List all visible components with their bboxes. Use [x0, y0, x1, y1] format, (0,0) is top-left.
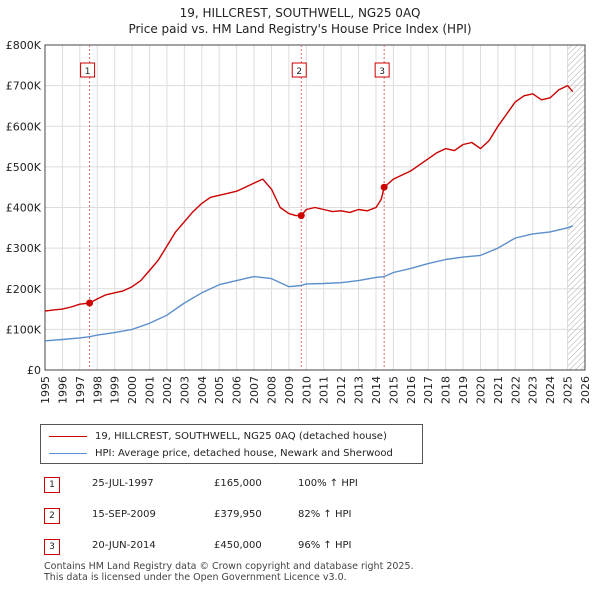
- legend-label-hpi: HPI: Average price, detached house, Newa…: [95, 447, 393, 459]
- sale-number-label: 3: [379, 67, 385, 77]
- x-tick-label: 2022: [509, 376, 522, 404]
- y-tick-label: £200K: [6, 283, 42, 296]
- transaction-price: £450,000: [214, 540, 262, 551]
- transaction-date: 15-SEP-2009: [92, 509, 156, 520]
- plot-frame: [44, 44, 586, 371]
- transaction-number: 3: [44, 539, 60, 555]
- sale-point: [380, 183, 388, 191]
- x-tick-label: 2004: [196, 376, 209, 404]
- x-tick-label: 2019: [457, 376, 470, 404]
- transaction-row: 1 25-JUL-1997 £165,000 100% ↑ HPI: [0, 477, 600, 495]
- x-tick-label: 2017: [422, 376, 435, 404]
- transaction-date: 20-JUN-2014: [92, 540, 156, 551]
- x-tick-label: 2023: [527, 376, 540, 404]
- x-tick-label: 2006: [231, 376, 244, 404]
- footer-licence: This data is licensed under the Open Gov…: [44, 572, 347, 583]
- x-tick-label: 2015: [387, 376, 400, 404]
- future-hatch-region: [567, 45, 585, 370]
- y-tick-label: £0: [27, 364, 41, 377]
- y-tick-label: £600K: [6, 120, 42, 133]
- legend: 19, HILLCREST, SOUTHWELL, NG25 0AQ (deta…: [40, 424, 423, 464]
- legend-label-property: 19, HILLCREST, SOUTHWELL, NG25 0AQ (deta…: [95, 430, 387, 442]
- x-tick-label: 2021: [492, 376, 505, 404]
- x-tick-label: 1997: [74, 376, 87, 404]
- x-tick-label: 2012: [335, 376, 348, 404]
- x-tick-label: 2003: [178, 376, 191, 404]
- sale-number-box: [80, 62, 96, 78]
- sale-number-label: 1: [85, 67, 91, 77]
- sale-number-box: [291, 62, 307, 78]
- x-tick-label: 2010: [300, 376, 313, 404]
- x-tick-label: 2005: [213, 376, 226, 404]
- property-price-line: [44, 84, 574, 312]
- footer: Contains HM Land Registry data © Crown c…: [44, 561, 414, 583]
- sale-number-label: 2: [296, 67, 302, 77]
- price-chart: £0 £100K £200K £300K £400K £500K £600K £700K £80…: [6, 39, 592, 404]
- x-tick-label: 2016: [405, 376, 418, 404]
- transaction-price: £379,950: [214, 509, 262, 520]
- y-tick-label: £700K: [6, 80, 42, 93]
- transaction-hpi-change: 100% ↑ HPI: [298, 478, 358, 489]
- x-tick-label: 2026: [579, 376, 592, 404]
- x-tick-label: 2000: [126, 376, 139, 404]
- sale-point: [297, 212, 305, 220]
- chart-title: 19, HILLCREST, SOUTHWELL, NG25 0AQ: [179, 6, 421, 20]
- x-tick-label: 2008: [265, 376, 278, 404]
- transaction-row: 3 20-JUN-2014 £450,000 96% ↑ HPI: [0, 539, 600, 557]
- x-tick-label: 2001: [144, 376, 157, 404]
- x-tick-label: 2007: [248, 376, 261, 404]
- footer-copyright: Contains HM Land Registry data © Crown c…: [44, 561, 414, 572]
- x-tick-label: 2009: [283, 376, 296, 404]
- hpi-line: [44, 225, 574, 342]
- transaction-date: 25-JUL-1997: [92, 478, 154, 489]
- transaction-price: £165,000: [214, 478, 262, 489]
- x-tick-label: 2018: [440, 376, 453, 404]
- transaction-hpi-change: 82% ↑ HPI: [298, 509, 352, 520]
- x-tick-label: 1999: [109, 376, 122, 404]
- y-tick-label: £500K: [6, 161, 42, 174]
- x-tick-label: 2024: [544, 376, 557, 404]
- legend-item-property: 19, HILLCREST, SOUTHWELL, NG25 0AQ (deta…: [49, 429, 387, 443]
- x-tick-label: 2020: [474, 376, 487, 404]
- x-tick-label: 2002: [161, 376, 174, 404]
- x-tick-label: 2011: [318, 376, 331, 404]
- x-tick-label: 2013: [353, 376, 366, 404]
- transaction-number: 2: [44, 508, 60, 524]
- chart-subtitle: Price paid vs. HM Land Registry's House …: [128, 22, 472, 36]
- legend-item-hpi: HPI: Average price, detached house, Newa…: [49, 446, 393, 460]
- y-tick-label: £300K: [6, 242, 42, 255]
- x-tick-label: 1995: [39, 376, 52, 404]
- y-tick-label: £800K: [6, 39, 42, 52]
- x-tick-label: 2014: [370, 376, 383, 404]
- sale-point: [86, 299, 94, 307]
- x-tick-label: 2025: [562, 376, 575, 404]
- legend-swatch-property: [49, 435, 87, 437]
- transaction-number: 1: [44, 477, 60, 493]
- y-tick-label: £100K: [6, 323, 42, 336]
- legend-swatch-hpi: [49, 452, 87, 454]
- transaction-hpi-change: 96% ↑ HPI: [298, 540, 352, 551]
- sale-number-box: [374, 62, 390, 78]
- transaction-row: 2 15-SEP-2009 £379,950 82% ↑ HPI: [0, 508, 600, 526]
- x-tick-label: 1998: [91, 376, 104, 404]
- x-tick-label: 1996: [56, 376, 69, 404]
- y-tick-label: £400K: [6, 202, 42, 215]
